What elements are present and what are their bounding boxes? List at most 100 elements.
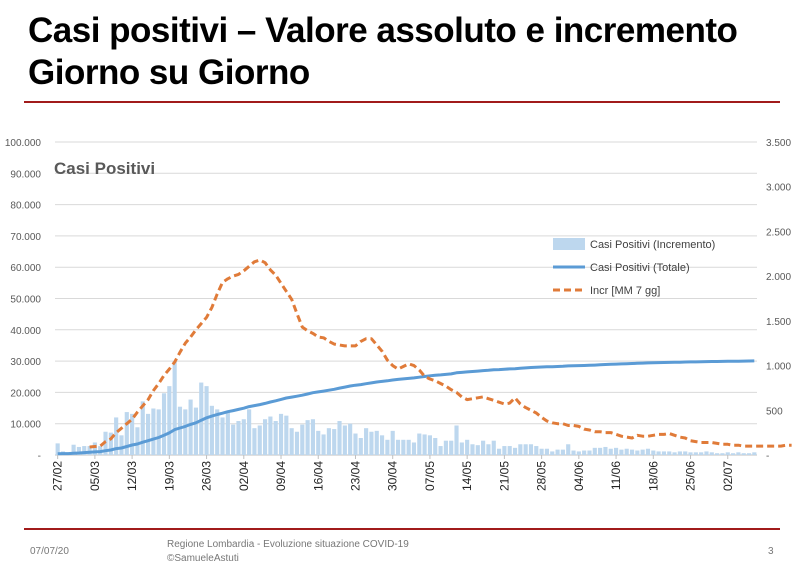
increment-bar	[257, 425, 262, 455]
x-tick-label: 28/05	[535, 461, 549, 491]
increment-bar	[465, 439, 470, 455]
increment-bar	[321, 434, 326, 455]
x-tick-label: 02/04	[237, 461, 251, 491]
increment-bar	[284, 415, 289, 455]
increment-bar	[379, 435, 385, 455]
increment-bar	[454, 425, 459, 455]
footer-source-line1: Regione Lombardia - Evoluzione situazion…	[167, 539, 409, 550]
increment-bar	[305, 420, 310, 455]
increment-bar	[640, 449, 645, 455]
increment-bar	[661, 451, 667, 455]
increment-bar	[481, 440, 486, 455]
increment-bar	[672, 452, 677, 455]
legend-label: Incr [MM 7 gg]	[590, 285, 660, 297]
increment-bar	[555, 449, 560, 455]
increment-bar	[571, 450, 576, 455]
increment-bar	[667, 451, 672, 455]
increment-bar	[369, 431, 374, 455]
increment-bar	[188, 399, 193, 455]
increment-bar	[736, 452, 741, 455]
increment-bar	[193, 407, 199, 455]
cases-chart: - 10.000 20.000 30.000 40.000 50.000 60.000 70.…	[5, 138, 792, 491]
increment-bar	[353, 433, 358, 455]
x-tick-label: 30/04	[386, 461, 400, 491]
increment-bar	[231, 424, 236, 455]
increment-bar	[746, 453, 752, 455]
increment-bar	[576, 451, 581, 455]
left-tick-label: -	[38, 451, 41, 462]
increment-bar	[608, 448, 613, 455]
increment-bar	[730, 453, 736, 455]
left-tick-label: 20.000	[10, 388, 41, 399]
increment-bar	[603, 446, 608, 455]
left-tick-label: 80.000	[10, 201, 41, 212]
footer-date: 07/07/20	[30, 546, 69, 557]
increment-bar	[177, 406, 183, 455]
increment-bar	[241, 419, 246, 455]
slide-title: Casi positivi – Valore assoluto e increm…	[28, 11, 738, 92]
right-tick-label: 2.000	[766, 272, 791, 283]
increment-bar	[507, 446, 512, 455]
increment-bar	[236, 421, 241, 455]
chart-gridlines	[55, 141, 757, 456]
increment-bar	[720, 453, 725, 455]
increment-bar	[566, 444, 571, 455]
increment-bar	[172, 361, 177, 455]
x-tick-label: 27/02	[51, 461, 65, 491]
increment-bar	[486, 444, 491, 455]
x-tick-label: 18/06	[646, 461, 660, 491]
increment-bar	[108, 432, 113, 455]
title-divider	[24, 101, 780, 103]
increment-bar	[140, 401, 145, 455]
legend-swatch-bars	[553, 238, 585, 250]
x-tick-label: 02/07	[721, 461, 735, 491]
increment-bar	[161, 393, 167, 455]
increment-bar	[130, 413, 135, 455]
increment-bar	[401, 439, 406, 455]
increment-bar	[709, 452, 714, 455]
increment-bar	[534, 446, 539, 455]
increment-bar	[124, 412, 129, 455]
increment-bar	[395, 439, 401, 455]
increment-bar	[523, 444, 528, 455]
increment-bar	[337, 421, 342, 455]
increment-bar	[635, 450, 640, 455]
increment-bar	[592, 447, 597, 455]
increment-bar	[209, 405, 214, 455]
increment-bar	[688, 452, 693, 455]
increment-bar	[613, 447, 619, 455]
increment-bar	[582, 450, 587, 455]
increment-bar	[119, 435, 124, 455]
moving-average-line	[89, 258, 792, 449]
right-tick-label: 3.500	[766, 138, 791, 149]
increment-bar	[598, 447, 603, 455]
increment-bar	[491, 440, 496, 455]
left-tick-label: 90.000	[10, 169, 41, 180]
x-tick-label: 07/05	[423, 461, 437, 491]
increment-bar	[215, 409, 220, 455]
increment-bar	[364, 428, 369, 455]
increment-bar	[358, 438, 363, 455]
x-tick-label: 04/06	[572, 461, 586, 491]
x-tick-label: 19/03	[162, 461, 176, 491]
right-tick-label: 3.000	[766, 183, 791, 194]
x-tick-label: 21/05	[497, 461, 511, 491]
increment-bar	[544, 448, 550, 455]
x-tick-label: 05/03	[88, 461, 102, 491]
right-tick-label: -	[766, 451, 769, 462]
left-tick-label: 70.000	[10, 232, 41, 243]
increment-bar	[76, 446, 82, 455]
right-tick-label: 1.500	[766, 317, 791, 328]
increment-bar	[496, 448, 502, 455]
x-tick-label: 25/06	[684, 461, 698, 491]
increment-bar	[475, 445, 480, 455]
legend-label: Casi Positivi (Totale)	[590, 262, 690, 274]
increment-bar	[252, 428, 257, 455]
increment-bar	[427, 435, 433, 455]
increment-bar	[385, 439, 390, 455]
increment-bar	[645, 448, 651, 455]
increment-bar	[704, 451, 709, 455]
increment-bar	[390, 430, 395, 455]
chart-legend: Casi Positivi (Incremento) Casi Positivi …	[553, 238, 715, 297]
x-axis-ticks: 27/02 05/03 12/03 19/03 26/03 02/04 09/04 16/04…	[51, 455, 735, 491]
